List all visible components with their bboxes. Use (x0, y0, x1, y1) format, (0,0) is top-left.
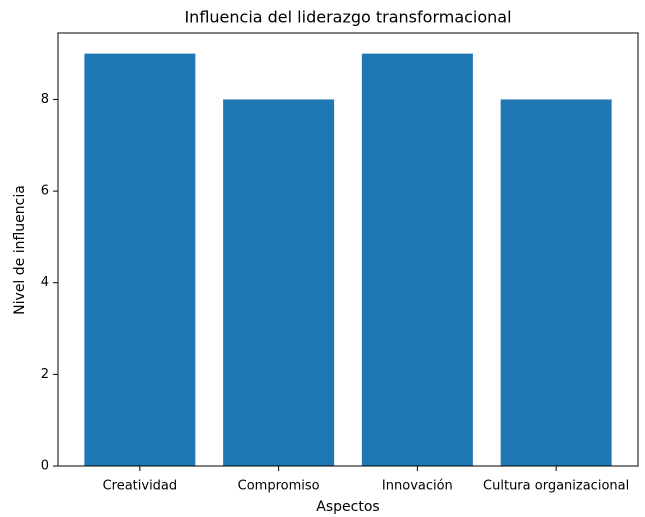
y-tick-label: 0 (41, 459, 49, 474)
x-tick-label: Innovación (382, 479, 453, 494)
bar (500, 99, 612, 467)
bar (361, 53, 473, 466)
plot-frame (57, 32, 639, 467)
y-tick-label: 2 (41, 367, 49, 382)
x-tick-label: Cultura organizacional (483, 479, 629, 494)
y-axis-label: Nivel de influencia (12, 185, 28, 315)
bar (223, 99, 335, 467)
y-tick-label: 6 (41, 184, 49, 199)
x-axis-label: Aspectos (316, 499, 379, 515)
x-tick-label: Creatividad (103, 479, 178, 494)
bar (84, 53, 196, 466)
chart-title: Influencia del liderazgo transformaciona… (184, 8, 511, 27)
x-tick-label: Compromiso (238, 479, 320, 494)
y-tick-label: 8 (41, 92, 49, 107)
y-tick-label: 4 (41, 275, 49, 290)
